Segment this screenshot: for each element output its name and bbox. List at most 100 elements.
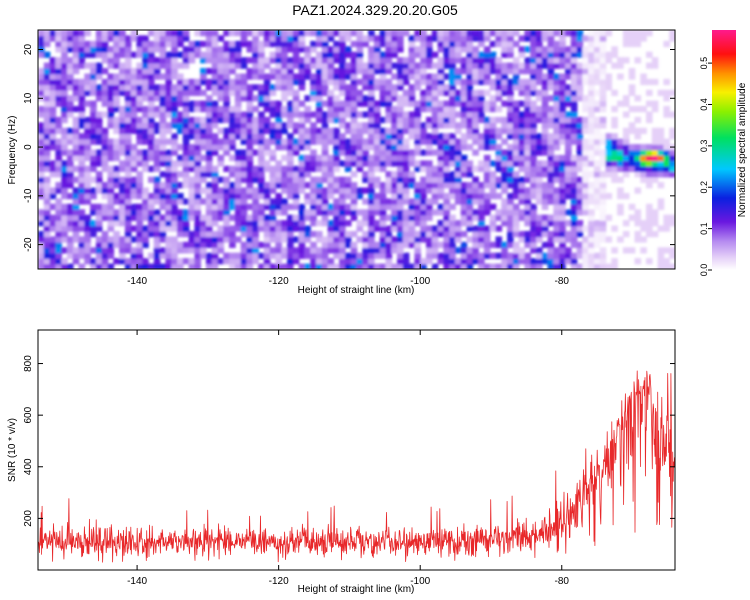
heatmap-cell — [223, 236, 230, 243]
heatmap-cell — [240, 176, 248, 183]
heatmap-cell — [582, 68, 589, 75]
heatmap-cell — [524, 78, 531, 86]
heatmap-cell — [327, 263, 335, 269]
heatmap-cell — [316, 138, 323, 145]
heatmap-cell — [246, 144, 254, 151]
heatmap-cell — [582, 198, 589, 205]
heatmap-cell — [362, 95, 369, 102]
heatmap-cell — [217, 68, 225, 75]
heatmap-cell — [194, 220, 201, 227]
heatmap-cell — [501, 154, 508, 162]
heatmap-cell — [553, 263, 560, 269]
heatmap-cell — [466, 193, 474, 200]
heatmap-cell — [188, 176, 196, 183]
heatmap-cell — [61, 165, 68, 172]
heatmap-cell — [339, 68, 346, 75]
heatmap-cell — [663, 78, 670, 86]
heatmap-cell — [95, 214, 103, 221]
heatmap-cell — [507, 78, 514, 86]
heatmap-cell — [165, 214, 172, 221]
heatmap-cell — [599, 225, 607, 232]
heatmap-cell — [78, 89, 86, 96]
heatmap-cell — [43, 106, 51, 113]
heatmap-cell — [541, 89, 549, 96]
heatmap-cell — [431, 225, 439, 232]
heatmap-cell — [217, 127, 225, 134]
heatmap-cell — [327, 111, 335, 118]
heatmap-cell — [194, 231, 201, 238]
heatmap-cell — [107, 209, 115, 216]
heatmap-cell — [559, 73, 566, 80]
heatmap-cell — [443, 100, 450, 107]
heatmap-cell — [269, 231, 277, 238]
heatmap-cell — [61, 214, 68, 221]
heatmap-cell — [518, 46, 526, 53]
heatmap-cell — [368, 51, 375, 58]
heatmap-cell — [565, 236, 572, 243]
heatmap-cell — [67, 193, 74, 200]
heatmap-cell — [426, 78, 433, 86]
heatmap-cell — [466, 209, 474, 216]
heatmap-cell — [124, 46, 132, 53]
heatmap-cell — [593, 263, 601, 269]
heatmap-cell — [67, 106, 74, 113]
heatmap-cell — [148, 116, 155, 124]
heatmap-cell — [113, 122, 120, 129]
heatmap-cell — [570, 68, 578, 75]
heatmap-cell — [507, 252, 514, 259]
heatmap-cell — [588, 122, 595, 129]
heatmap-cell — [553, 225, 560, 232]
heatmap-cell — [269, 263, 277, 269]
heatmap-cell — [246, 138, 254, 145]
heatmap-cell — [443, 57, 450, 64]
heatmap-cell — [246, 73, 254, 80]
heatmap-cell — [124, 182, 132, 189]
heatmap-cell — [512, 68, 520, 75]
heatmap-cell — [617, 193, 624, 200]
heatmap-cell — [576, 187, 584, 194]
heatmap-cell — [547, 40, 555, 48]
heatmap-cell — [576, 68, 584, 75]
heatmap-cell — [541, 35, 549, 42]
heatmap-cell — [524, 236, 531, 243]
heatmap-cell — [443, 252, 450, 259]
heatmap-cell — [287, 258, 294, 265]
heatmap-cell — [454, 122, 462, 129]
heatmap-cell — [321, 144, 329, 151]
heatmap-cell — [95, 236, 103, 243]
heatmap-cell — [124, 106, 132, 113]
heatmap-cell — [67, 149, 74, 156]
heatmap-cell — [344, 220, 352, 227]
heatmap-cell — [333, 263, 340, 269]
heatmap-cell — [478, 73, 485, 80]
heatmap-cell — [553, 198, 560, 205]
heatmap-cell — [669, 149, 675, 156]
heatmap-cell — [669, 252, 675, 259]
heatmap-cell — [559, 111, 566, 118]
heatmap-cell — [263, 144, 271, 151]
heatmap-cell — [136, 160, 143, 167]
heatmap-cell — [113, 35, 120, 42]
heatmap-cell — [385, 30, 393, 37]
heatmap-cell — [246, 133, 254, 140]
heatmap-cell — [362, 171, 369, 178]
heatmap-cell — [617, 57, 624, 64]
heatmap-cell — [397, 203, 404, 210]
heatmap-cell — [518, 116, 526, 124]
heatmap-cell — [95, 220, 103, 227]
heatmap-cell — [646, 182, 653, 189]
heatmap-cell — [414, 122, 421, 129]
heatmap-cell — [478, 214, 485, 221]
heatmap-cell — [344, 127, 352, 134]
heatmap-cell — [443, 165, 450, 172]
heatmap-cell — [43, 149, 51, 156]
heatmap-cell — [339, 73, 346, 80]
heatmap-cell — [628, 127, 636, 134]
heatmap-cell — [397, 182, 404, 189]
heatmap-cell — [402, 182, 410, 189]
heatmap-cell — [570, 95, 578, 102]
heatmap-cell — [391, 236, 398, 243]
heatmap-cell — [119, 40, 126, 48]
heatmap-cell — [67, 133, 74, 140]
heatmap-cell — [483, 231, 491, 238]
